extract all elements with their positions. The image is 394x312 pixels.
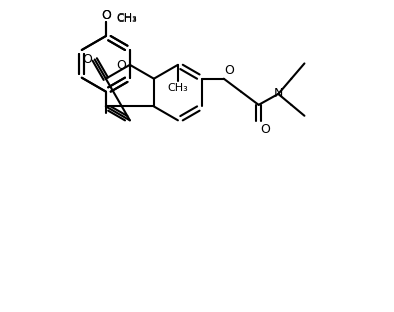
Text: CH₃: CH₃ [117, 13, 138, 23]
Text: CH₃: CH₃ [167, 83, 188, 93]
Text: O: O [82, 53, 92, 66]
Text: O: O [260, 123, 271, 136]
Text: O: O [101, 9, 111, 22]
Text: O: O [116, 59, 126, 72]
Text: N: N [273, 87, 283, 100]
Text: O: O [101, 9, 111, 22]
Text: CH₃: CH₃ [117, 14, 138, 24]
Text: O: O [225, 64, 234, 77]
